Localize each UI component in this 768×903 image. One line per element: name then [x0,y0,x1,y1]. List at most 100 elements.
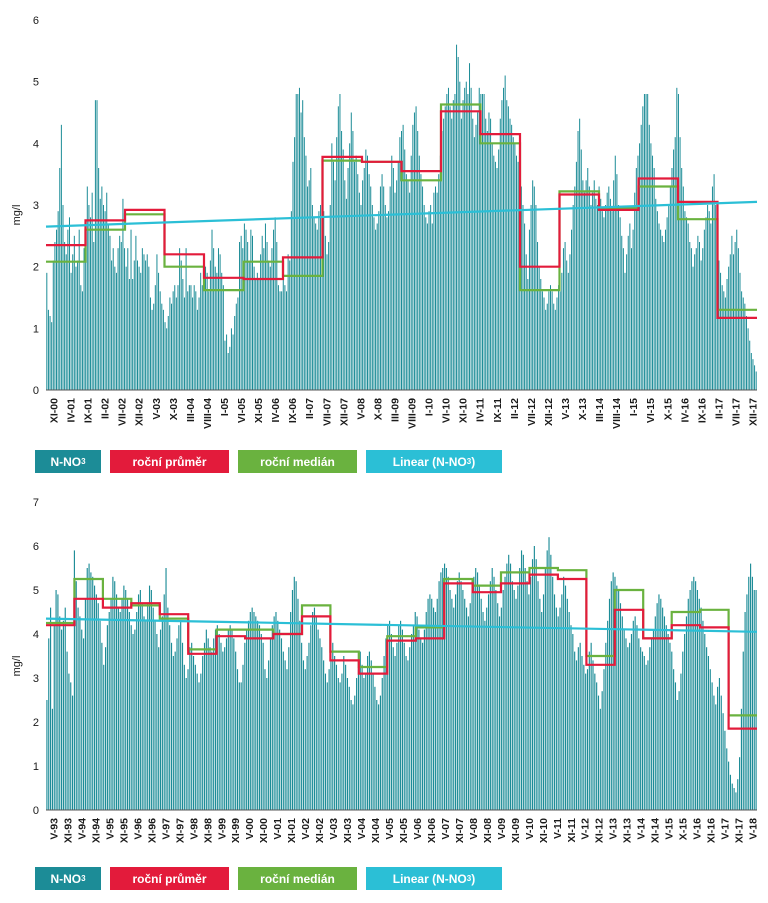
chart1-bar [613,180,615,390]
chart1-bar [310,168,312,390]
chart2-bar [493,576,495,810]
chart1-bar [73,235,75,390]
chart1-bar [729,254,731,390]
chart2-bar [194,664,196,810]
chart2-bar [70,682,72,810]
chart2-bar [361,664,363,810]
chart1-bar [619,217,621,390]
chart1-bar [473,137,475,390]
chart1-x-tick-label: VI-10 [441,398,453,423]
chart2-bar [498,616,501,810]
chart2-bar [539,598,541,810]
chart2-bar [88,563,90,810]
chart2-bar [744,612,746,810]
chart1-y-tick-label: 5 [33,77,39,89]
chart1-bar [391,155,393,390]
chart2-bar [641,651,644,810]
chart2-bar [53,625,55,810]
chart2-bar [174,651,176,810]
chart2-bar [95,594,97,810]
chart1-bar [132,279,134,390]
chart1-bar [323,211,325,390]
chart1-y-tick-label: 2 [33,262,39,274]
chart1-bar [214,266,216,390]
chart1-bar [175,297,177,390]
chart1-bar [412,124,414,390]
chart2-bar [148,585,151,810]
chart1-bar [316,229,318,390]
chart2-bar [350,700,352,810]
chart2-bar [733,788,735,810]
chart2-bar [751,576,753,810]
chart1-x-tick-label: II-12 [509,398,521,419]
chart1-bar [588,186,590,390]
chart1-bar [629,223,631,390]
chart1-bar [264,223,266,390]
chart2-bar [224,647,226,810]
chart2-bar [240,682,242,810]
chart1-bar [428,211,430,390]
chart1-bar [580,149,582,390]
chart1-x-tick-label: I-15 [628,398,640,416]
chart2-bar [258,625,261,810]
chart1-bar [554,309,556,390]
chart1-bar [413,112,415,390]
chart1-bar [481,94,483,390]
chart2-bar [359,651,361,810]
chart1-bar [532,180,534,390]
chart2-bar [412,625,414,810]
chart2-bar [229,625,231,810]
chart1-bar [561,272,563,390]
chart1-bar [362,180,364,390]
chart2-bar [599,708,601,810]
chart1-bar [72,254,74,390]
chart2-x-tick-label: XI-96 [146,818,158,843]
chart2-x-tick-label: XI-12 [594,818,606,843]
chart1-bar [120,242,122,390]
chart2-x-tick-label: XI-16 [706,818,718,843]
chart1-bar [739,272,741,390]
chart1-bar [525,254,527,390]
chart1-bar [54,242,56,390]
chart1-bar [749,340,751,390]
chart1-x-tick-label: I-05 [219,398,231,416]
chart2-x-tick-label: XI-08 [482,818,494,843]
chart1-bar [697,235,699,390]
chart1-bar [621,235,623,390]
chart1-bar [182,279,184,390]
chart1-bar [128,279,130,390]
chart2-bar [317,629,319,810]
chart1-bar [710,223,712,390]
chart2-bar [180,620,182,810]
chart1-bar [671,168,673,390]
chart1-bar [389,186,391,390]
chart2-bar [302,660,305,810]
chart2-bar [405,656,407,810]
chart2-bar [689,590,691,810]
chart2-bar [211,651,213,810]
chart1-bar [336,137,338,390]
chart2-bar [368,651,370,810]
chart1-x-tick-label: XII-12 [543,398,555,426]
chart2-bar [119,612,121,810]
chart1-bar [261,235,263,390]
chart1-bar [524,223,526,390]
chart2-bar [326,682,328,810]
chart2-x-tick-label: XI-95 [118,818,130,843]
chart2-bar [275,612,277,810]
chart1-bar [569,254,571,390]
chart2-bar [619,603,622,810]
chart1-bar [104,211,106,390]
chart1-bar [752,359,754,390]
chart1-bar [404,149,406,390]
chart1-bar [486,131,488,390]
chart1-x-tick-label: IX-06 [287,398,299,423]
chart1-bar [733,254,735,390]
chart1-bar [287,254,289,390]
chart1-y-tick-label: 0 [33,385,39,397]
chart1-bar [324,235,326,390]
chart1-bar [715,205,717,390]
chart2-bar [163,594,165,810]
chart1-bar [112,248,114,390]
chart2-bar [433,607,435,810]
